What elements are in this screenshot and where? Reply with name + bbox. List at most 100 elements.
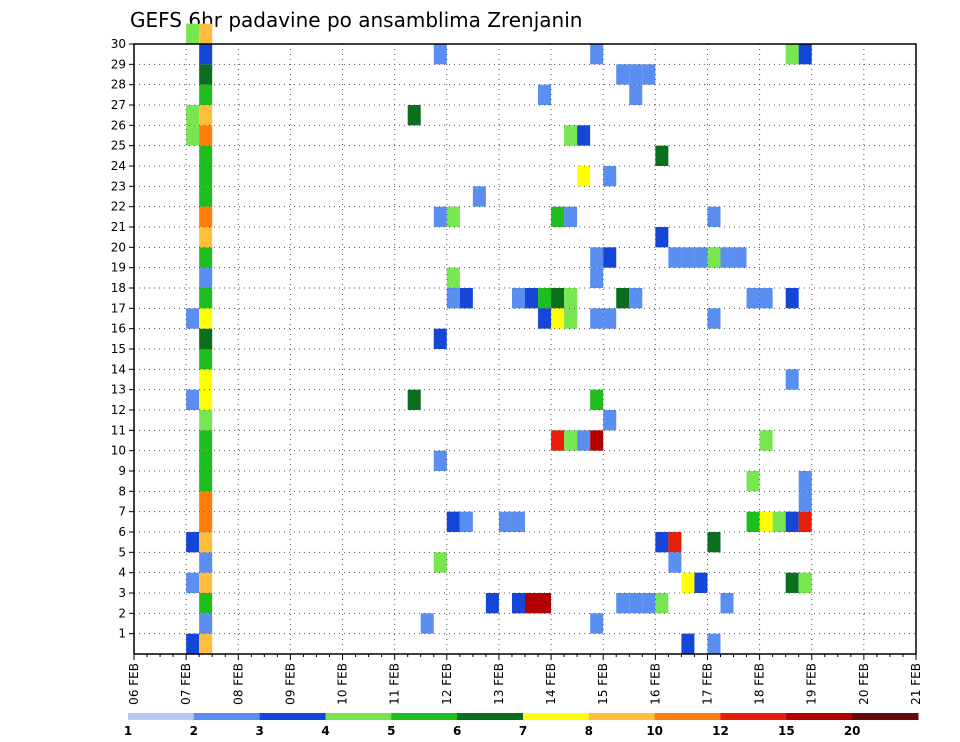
precip-cell [772,511,786,532]
precip-cell [459,511,473,532]
precip-cell [446,288,460,309]
y-tick-label: 21 [111,220,126,234]
precip-cell [785,369,799,390]
precip-cell [199,44,213,65]
colorbar-swatch [852,713,919,720]
x-tick-label: 12 FEB [440,663,454,705]
colorbar-swatch [786,713,853,720]
y-tick-label: 23 [111,179,126,193]
precip-cell [538,288,552,309]
precip-cell [681,633,695,654]
precip-cell [694,572,708,593]
y-axis: 1234567891011121314151617181920212223242… [111,37,134,641]
y-tick-label: 6 [118,525,126,539]
precip-cell [199,105,213,126]
precip-cell [798,44,812,65]
x-tick-label: 14 FEB [544,663,558,705]
precip-cell [199,145,213,166]
precip-cell [785,288,799,309]
x-tick-label: 13 FEB [492,663,506,705]
precip-cell [759,511,773,532]
precip-cell [655,532,669,553]
precip-cell [785,511,799,532]
precip-cell [629,84,643,105]
precip-cell [472,186,486,207]
precip-cell [459,288,473,309]
y-tick-label: 25 [111,139,126,153]
y-tick-label: 28 [111,78,126,92]
precip-cell [564,288,578,309]
x-tick-label: 15 FEB [596,663,610,705]
precip-cell [746,511,760,532]
y-tick-label: 30 [111,37,126,51]
precip-cell [199,288,213,309]
y-tick-label: 19 [111,261,126,275]
precip-cell [199,450,213,471]
precip-cell [577,125,591,146]
colorbar-swatch [720,713,787,720]
precip-cell [642,64,656,85]
y-tick-label: 24 [111,159,126,173]
precip-cell [199,227,213,248]
x-tick-label: 08 FEB [231,663,245,705]
precip-cell [538,308,552,329]
precip-cell [668,247,682,268]
precip-cell [538,593,552,614]
precip-cell [186,125,200,146]
y-tick-label: 15 [111,342,126,356]
x-tick-label: 10 FEB [336,663,350,705]
precip-cell [199,471,213,492]
y-tick-label: 22 [111,200,126,214]
y-tick-label: 18 [111,281,126,295]
precip-cell [485,593,499,614]
precip-cell [733,247,747,268]
x-tick-label: 16 FEB [648,663,662,705]
y-tick-label: 20 [111,240,126,254]
colorbar-label: 7 [519,724,527,738]
precip-cell [707,206,721,227]
colorbar-swatch [457,713,524,720]
colorbar-label: 4 [321,724,329,738]
colorbar-swatch [588,713,656,720]
precip-cell [199,633,213,654]
precip-cell [199,410,213,431]
y-tick-label: 14 [111,362,126,376]
y-tick-label: 1 [118,627,126,641]
y-tick-label: 17 [111,301,126,315]
precip-cell [446,267,460,288]
precip-cell [551,308,565,329]
precip-cell [199,206,213,227]
precip-cell [655,145,669,166]
precip-cell [564,206,578,227]
x-tick-label: 06 FEB [127,663,141,705]
precip-cell [199,613,213,634]
precip-cell [498,511,512,532]
precip-cell [616,64,630,85]
precip-cell [564,308,578,329]
precip-cell [590,267,604,288]
precip-cell [186,532,200,553]
precip-cell [629,64,643,85]
precip-cell [433,552,447,573]
precip-cell [525,593,539,614]
precip-cell [655,593,669,614]
cells-layer [186,23,812,654]
y-tick-label: 29 [111,57,126,71]
precip-cell [199,84,213,105]
precip-cell [616,288,630,309]
colorbar-swatch [391,713,458,720]
precip-cell [759,430,773,451]
x-tick-label: 17 FEB [700,663,714,705]
colorbar-swatch [193,713,261,720]
precip-cell [186,23,200,44]
precip-cell [798,471,812,492]
precip-cell [798,511,812,532]
precip-cell [577,430,591,451]
precip-cell [538,84,552,105]
precip-cell [446,206,460,227]
precip-cell [199,349,213,370]
precip-cell [590,247,604,268]
precip-cell [186,389,200,410]
colorbar-swatch [128,713,195,720]
